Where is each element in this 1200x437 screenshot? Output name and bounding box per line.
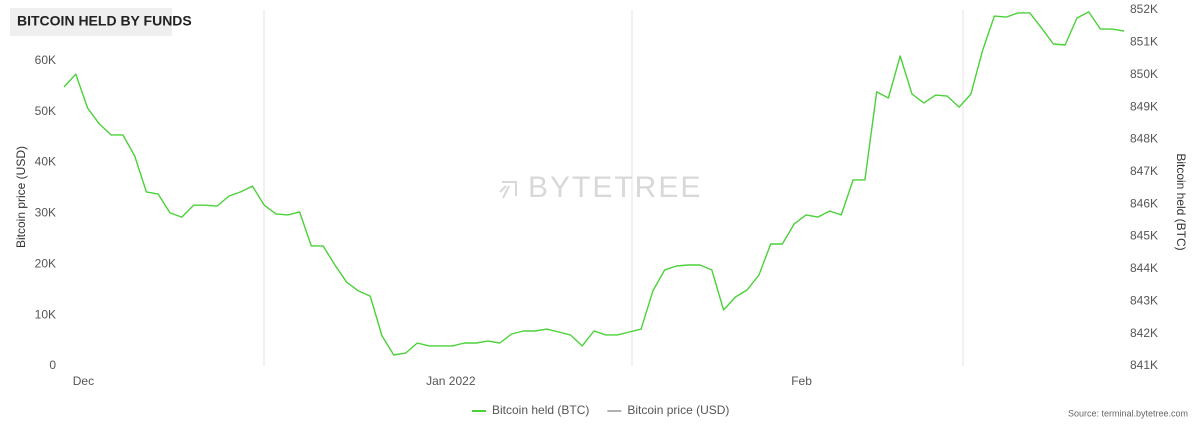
y2-tick-label: 845K xyxy=(1130,229,1158,243)
y2-tick-label: 848K xyxy=(1130,132,1158,146)
y2-tick-label: 849K xyxy=(1130,99,1158,113)
y2-tick-label: 851K xyxy=(1130,35,1158,49)
y2-tick-label: 841K xyxy=(1130,358,1158,372)
y-tick-label: 30K xyxy=(35,206,56,220)
x-tick-label: Jan 2022 xyxy=(426,374,476,388)
chart-title: BITCOIN HELD BY FUNDS xyxy=(17,13,192,29)
y-tick-label: 40K xyxy=(35,155,56,169)
legend-label: Bitcoin held (BTC) xyxy=(492,403,589,417)
y2-tick-label: 844K xyxy=(1130,261,1158,275)
series-line xyxy=(63,11,1125,356)
y-tick-label: 20K xyxy=(35,256,56,270)
x-tick-label: Feb xyxy=(791,374,812,388)
watermark-text: BYTETREE xyxy=(528,171,702,204)
y-tick-label: 0 xyxy=(49,358,56,372)
y2-tick-label: 846K xyxy=(1130,196,1158,210)
y2-tick-label: 847K xyxy=(1130,164,1158,178)
y2-tick-label: 842K xyxy=(1130,326,1158,340)
y2-axis-title: Bitcoin held (BTC) xyxy=(1174,153,1188,250)
y-axis-title: Bitcoin price (USD) xyxy=(14,146,28,248)
legend-label: Bitcoin price (USD) xyxy=(627,403,729,417)
x-tick-label: Dec xyxy=(73,374,94,388)
y-tick-label: 10K xyxy=(35,307,56,321)
y2-tick-label: 843K xyxy=(1130,293,1158,307)
y-tick-label: 60K xyxy=(35,53,56,67)
y-tick-label: 50K xyxy=(35,104,56,118)
y2-tick-label: 850K xyxy=(1130,67,1158,81)
title-box xyxy=(10,8,172,36)
watermark: BYTETREE xyxy=(499,171,702,204)
y2-tick-label: 852K xyxy=(1130,2,1158,16)
source: Source: terminal.bytetree.com xyxy=(1068,408,1188,418)
